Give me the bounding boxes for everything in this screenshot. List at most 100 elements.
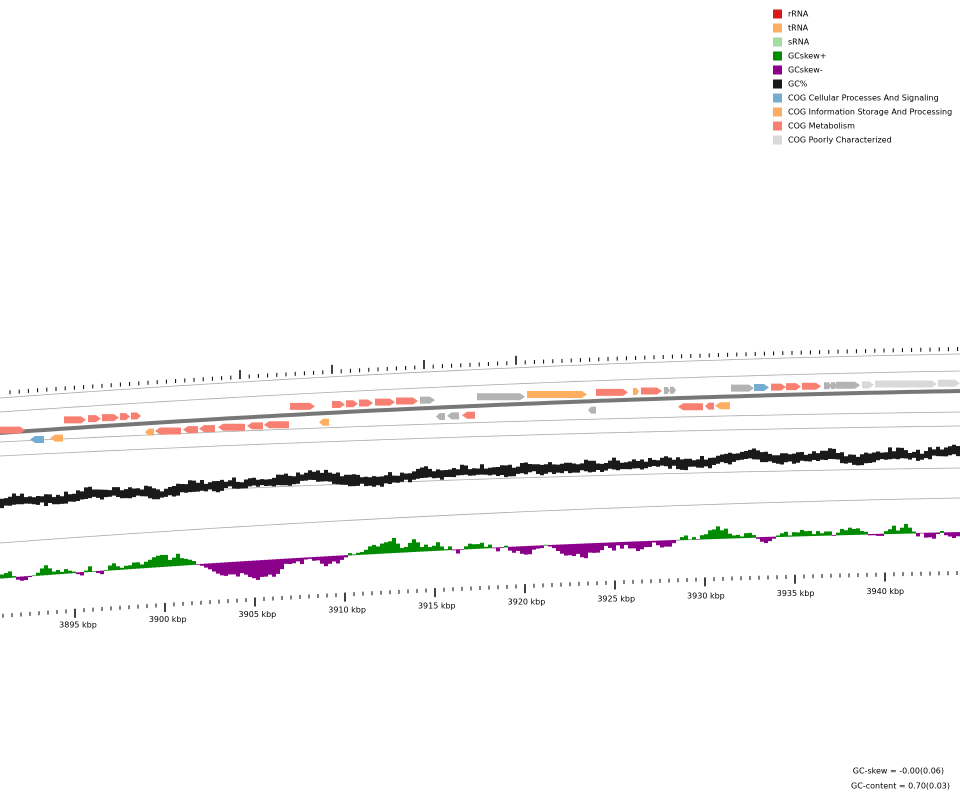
gc-skew <box>140 564 144 569</box>
gc-skew <box>308 557 312 559</box>
gc-skew <box>252 560 256 579</box>
legend-swatch <box>773 121 782 131</box>
gene <box>754 384 769 392</box>
gene <box>264 421 289 429</box>
gene <box>319 418 329 426</box>
legend-label: tRNA <box>788 24 809 33</box>
gc-skew <box>756 537 760 539</box>
gc-skew <box>932 532 936 539</box>
legend-label: COG Metabolism <box>788 122 855 131</box>
gc-skew <box>16 576 20 580</box>
ring <box>0 497 960 544</box>
gc-skew <box>508 546 512 551</box>
ruler-label: 3895 kbp <box>59 620 97 629</box>
gc-skew <box>408 542 412 553</box>
ruler-label: 3905 kbp <box>239 610 277 619</box>
gene <box>462 411 475 419</box>
legend-label: GCskew- <box>788 66 823 75</box>
gc-skew <box>200 563 204 566</box>
gene <box>715 402 730 410</box>
gc-skew <box>536 545 540 549</box>
gc-skew <box>928 532 932 538</box>
gene <box>375 398 395 406</box>
gc-skew <box>320 556 324 564</box>
gc-skew <box>232 561 236 575</box>
gc-skew <box>724 528 728 539</box>
gc-skew <box>56 569 60 575</box>
gc-skew <box>512 546 516 553</box>
backbone <box>0 389 960 435</box>
gc-skew <box>876 533 880 536</box>
gene <box>155 427 181 435</box>
gc-skew <box>136 562 140 569</box>
gc-skew <box>944 532 948 536</box>
gc-skew <box>776 535 780 538</box>
gc-skew <box>392 537 396 554</box>
gc-skew <box>176 553 180 566</box>
gc-skew <box>720 530 724 539</box>
gc-skew <box>760 537 764 542</box>
gc-skew <box>416 542 420 552</box>
gc-skew <box>524 546 528 555</box>
legend-label: sRNA <box>788 38 810 47</box>
gene <box>836 381 860 389</box>
ruler-label: 3920 kbp <box>508 598 546 607</box>
ruler-label: 3910 kbp <box>328 605 366 614</box>
gc-skew <box>172 557 176 567</box>
gc-skew <box>480 542 484 549</box>
gc-skew <box>772 536 776 539</box>
gc-skew <box>316 556 320 561</box>
gene <box>332 400 345 408</box>
gc-skew <box>376 546 380 554</box>
gc-skew <box>708 530 712 540</box>
gene <box>199 425 215 433</box>
gc-skew <box>840 528 844 536</box>
gc-skew <box>248 560 252 577</box>
gc-skew <box>204 563 208 568</box>
legend-swatch <box>773 37 782 47</box>
gc-skew <box>780 533 784 537</box>
gc-skew <box>548 544 552 547</box>
gc-skew <box>284 558 288 564</box>
gc-skew <box>400 547 404 553</box>
gene <box>183 426 198 434</box>
gc-skew <box>532 545 536 550</box>
gc-skew <box>612 542 616 551</box>
gene <box>875 380 937 388</box>
gc-skew <box>836 532 840 536</box>
gene <box>120 413 130 421</box>
gene <box>290 402 315 410</box>
gene <box>88 415 101 423</box>
gene <box>145 428 154 436</box>
legend-label: GCskew+ <box>788 52 826 61</box>
gc-skew <box>260 560 264 577</box>
gc-skew <box>228 562 232 575</box>
gc-skew <box>896 530 900 534</box>
gc-skew <box>496 547 500 552</box>
gc-skew <box>832 534 836 536</box>
gc-skew <box>104 570 108 571</box>
gc-skew <box>576 543 580 554</box>
gc-skew <box>488 544 492 549</box>
gc-skew <box>24 576 28 581</box>
gc-skew <box>580 543 584 558</box>
gc-skew <box>596 542 600 553</box>
gc-skew <box>644 541 648 548</box>
gc-skew <box>468 543 472 550</box>
gc-skew <box>564 544 568 556</box>
gc-skew <box>440 546 444 551</box>
gene <box>641 387 662 395</box>
gc-skew <box>504 545 508 548</box>
gene <box>731 384 754 392</box>
gc-skew <box>448 546 452 551</box>
gc-skew <box>748 532 752 538</box>
gc-skew <box>156 555 160 568</box>
gc-skew <box>224 562 228 576</box>
gc-skew <box>292 558 296 564</box>
gc-skew <box>244 561 248 575</box>
gc-skew <box>340 555 344 560</box>
gc-skew <box>216 562 220 574</box>
gc-skew <box>168 559 172 567</box>
gc-skew <box>660 540 664 548</box>
gene <box>247 422 263 430</box>
